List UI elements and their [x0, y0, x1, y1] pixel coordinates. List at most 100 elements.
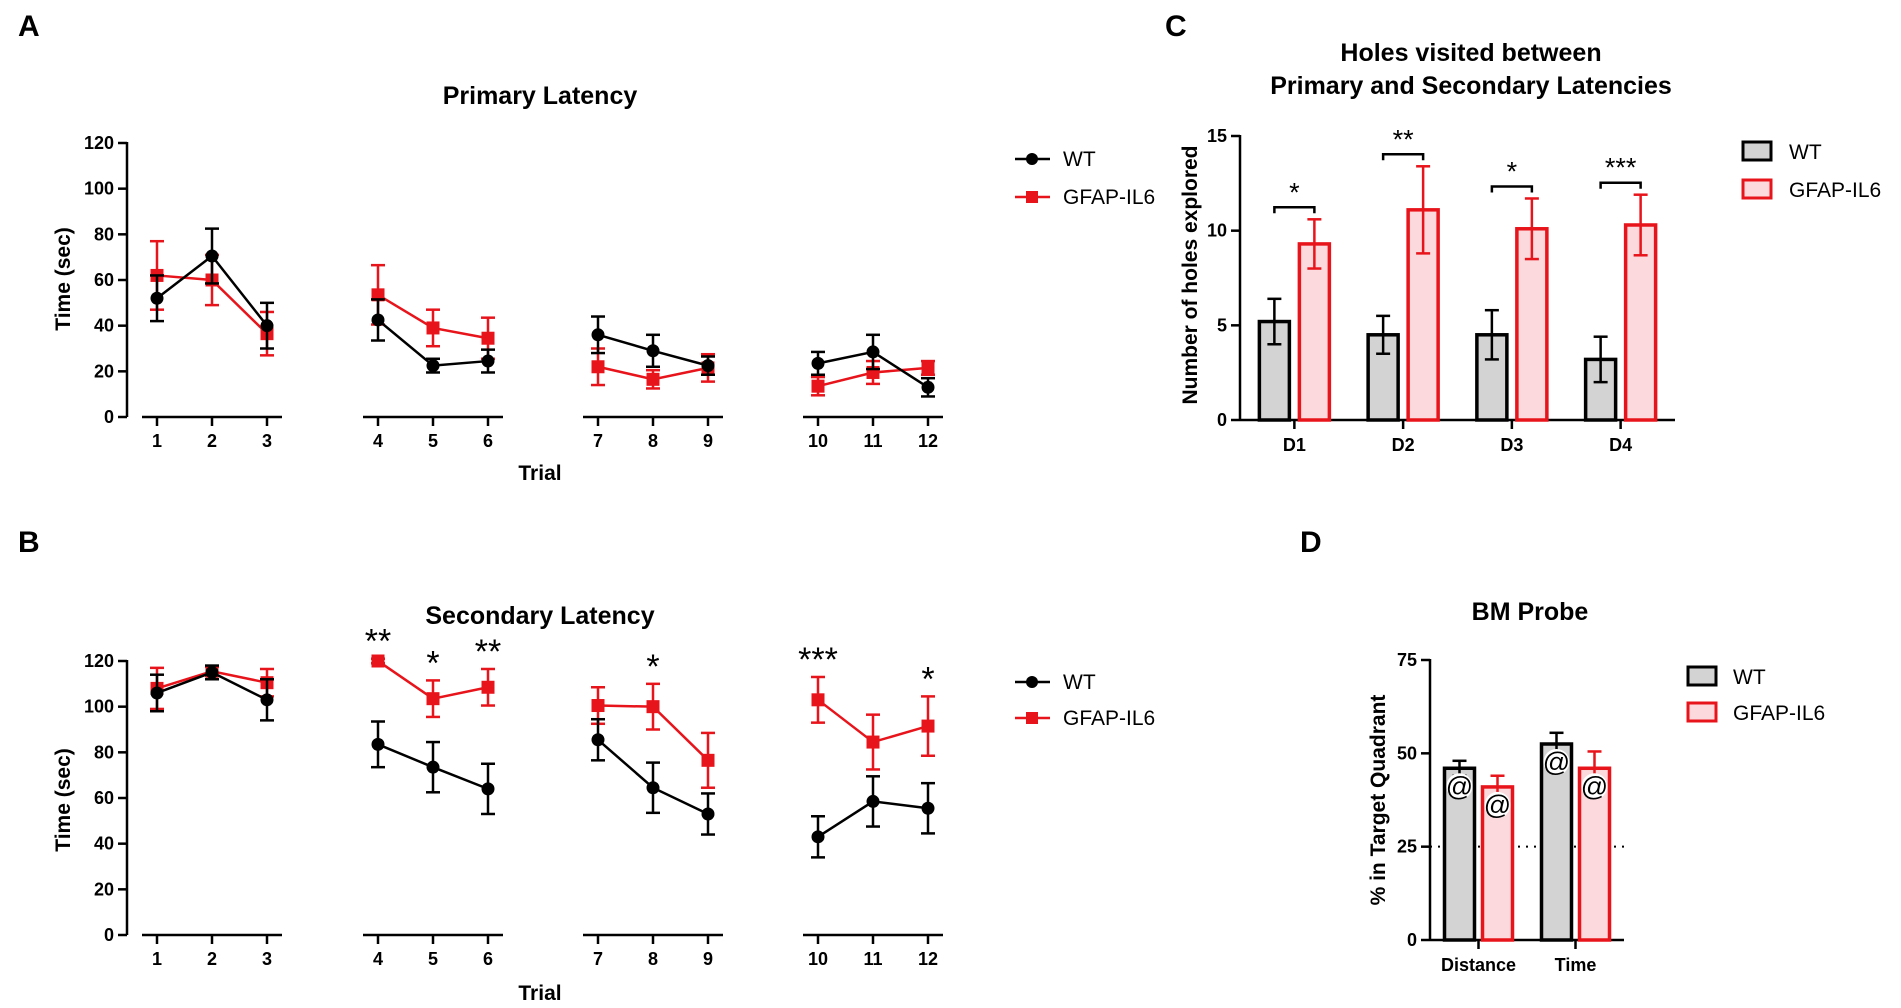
x-tick-label: 10: [808, 431, 828, 451]
significance-bracket: [1381, 153, 1425, 161]
y-tick-label: 20: [94, 361, 114, 381]
x-tick-label: 2: [207, 949, 217, 969]
legend-swatch-wt: [1686, 665, 1718, 687]
data-point: [811, 379, 825, 393]
y-tick-label: 80: [94, 742, 114, 762]
data-point: [481, 680, 495, 694]
significance-marker: ***: [1605, 153, 1637, 183]
y-axis-label-b: Time (sec): [52, 748, 75, 852]
x-tick-label: 2: [207, 431, 217, 451]
chart-title-c-line2: Primary and Secondary Latencies: [1270, 72, 1672, 100]
y-tick-label: 0: [1217, 410, 1227, 430]
data-point: [591, 328, 605, 342]
y-tick-label: 20: [94, 879, 114, 899]
y-tick-label: 0: [1407, 930, 1417, 950]
data-point: [591, 360, 605, 374]
data-point: [205, 249, 219, 263]
legend-d: WT GFAP-IL6: [1686, 665, 1825, 725]
legend-label-wt: WT: [1789, 141, 1822, 164]
data-point: [150, 686, 164, 700]
x-tick-label: 10: [808, 949, 828, 969]
x-tick-label: 4: [373, 949, 383, 969]
chart-title-a: Primary Latency: [443, 82, 638, 110]
legend-label-wt: WT: [1063, 671, 1096, 694]
data-point: [866, 735, 880, 749]
x-tick-label: 11: [863, 431, 882, 451]
data-point: [646, 700, 660, 714]
y-tick-label: 40: [94, 316, 114, 336]
x-tick-label: D3: [1500, 435, 1523, 455]
legend-marker-wt: [1026, 153, 1038, 165]
x-axis-label-a: Trial: [518, 462, 561, 485]
chart-title-c-line1: Holes visited between: [1340, 39, 1601, 67]
data-point: [260, 693, 274, 707]
data-point: [921, 801, 935, 815]
legend-b: WT GFAP-IL6: [1015, 671, 1155, 730]
data-point: [701, 753, 715, 767]
y-tick-label: 100: [84, 697, 114, 717]
x-tick-label: 12: [918, 949, 938, 969]
legend-a: WT GFAP-IL6: [1015, 148, 1155, 209]
data-point: [481, 354, 495, 368]
y-axis-label-d: % in Target Quadrant: [1367, 695, 1390, 906]
legend-label-il6: GFAP-IL6: [1063, 707, 1155, 730]
data-point: [371, 654, 385, 668]
x-tick-label: 8: [648, 431, 658, 451]
x-tick-label: D1: [1283, 435, 1306, 455]
legend-label-il6: GFAP-IL6: [1063, 186, 1155, 209]
bar-marker: @: [1484, 790, 1511, 820]
panel-label-b: B: [18, 526, 40, 559]
data-point: [426, 359, 440, 373]
y-axis-label-a: Time (sec): [52, 227, 75, 331]
significance-bracket: [1599, 181, 1642, 189]
y-tick-label: 0: [104, 925, 114, 945]
chart-panel-d: BM Probe % in Target Quadrant WT GFAP-IL…: [1367, 598, 1825, 975]
y-tick-label: 75: [1397, 650, 1417, 670]
data-point: [260, 319, 274, 333]
y-tick-label: 120: [84, 651, 114, 671]
significance-bracket: [1490, 185, 1534, 193]
chart-title-d: BM Probe: [1472, 598, 1589, 626]
data-point: [921, 719, 935, 733]
legend-label-wt: WT: [1733, 666, 1766, 689]
data-point: [205, 665, 219, 679]
panel-label-c: C: [1165, 10, 1187, 43]
data-point: [646, 372, 660, 386]
x-tick-label: 1: [152, 949, 162, 969]
x-tick-label: 12: [918, 431, 938, 451]
chart-panel-a: Primary Latency Trial Time (sec) WT GFAP…: [52, 82, 1155, 485]
significance-marker: *: [646, 648, 659, 686]
y-tick-label: 120: [84, 133, 114, 153]
chart-title-b: Secondary Latency: [425, 602, 654, 630]
x-tick-label: 7: [593, 949, 603, 969]
bar-marker: @: [1446, 771, 1473, 801]
x-tick-label: 5: [428, 949, 438, 969]
x-tick-label: 6: [483, 949, 493, 969]
data-point: [426, 692, 440, 706]
bar: [1583, 357, 1618, 422]
data-point: [646, 781, 660, 795]
legend-marker-wt: [1026, 676, 1038, 688]
significance-marker: *: [1289, 177, 1300, 207]
bar-marker-bg: [1543, 749, 1570, 775]
x-tick-label: 3: [262, 949, 272, 969]
significance-marker: *: [426, 644, 439, 682]
data-point: [811, 830, 825, 844]
y-tick-label: 25: [1397, 837, 1417, 857]
legend-marker-il6: [1026, 712, 1038, 724]
data-point: [481, 331, 495, 345]
x-tick-label: 6: [483, 431, 493, 451]
bar: [1515, 227, 1549, 422]
x-axis-label-b: Trial: [518, 982, 561, 1005]
data-point: [426, 321, 440, 335]
data-point: [866, 345, 880, 359]
legend-swatch-wt: [1741, 140, 1773, 162]
significance-marker: **: [1393, 124, 1415, 154]
x-tick-label: D4: [1609, 435, 1632, 455]
data-point: [371, 313, 385, 327]
data-point: [921, 380, 935, 394]
x-tick-label: Time: [1555, 955, 1597, 975]
significance-bracket: [1273, 206, 1316, 214]
y-tick-label: 60: [94, 270, 114, 290]
